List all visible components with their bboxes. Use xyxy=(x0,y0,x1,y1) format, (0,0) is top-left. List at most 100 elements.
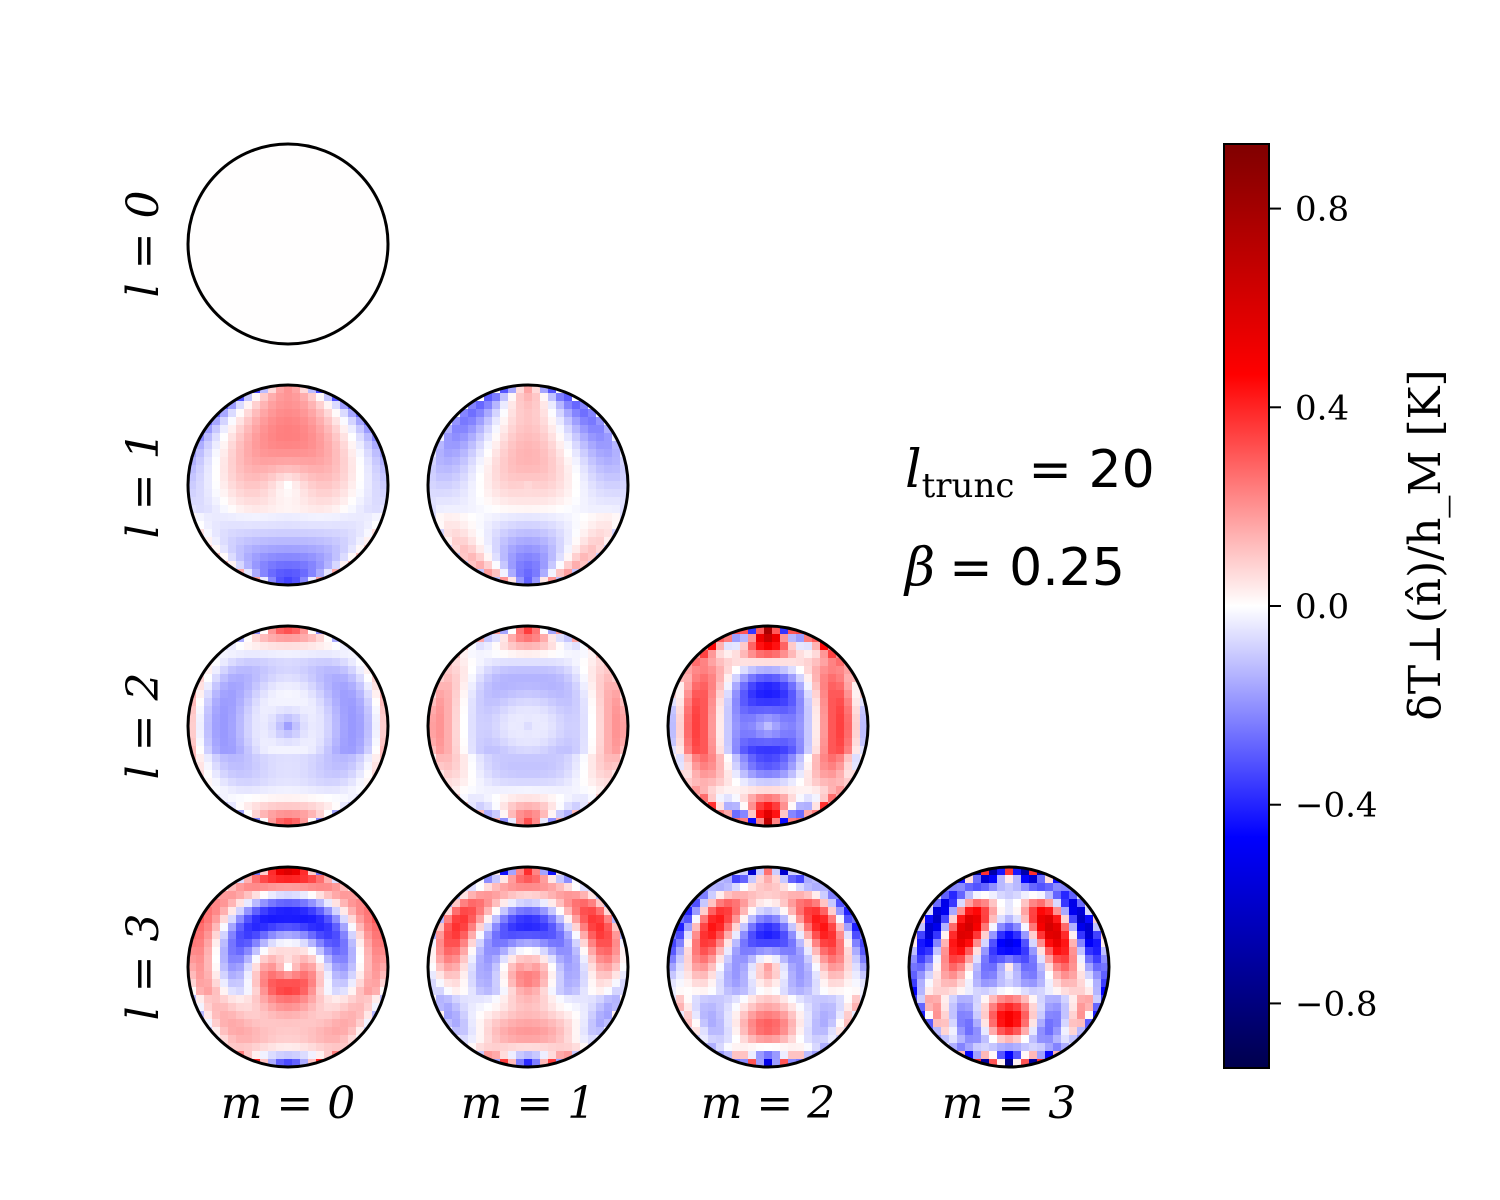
pixel-cell xyxy=(252,963,261,972)
pixel-cell xyxy=(228,280,237,289)
pixel-cell xyxy=(372,208,381,217)
pixel-cell xyxy=(540,955,549,964)
pixel-cell xyxy=(348,537,357,546)
pixel-cell xyxy=(244,778,253,787)
pixel-cell xyxy=(252,264,261,273)
pixel-cell xyxy=(820,1019,829,1028)
pixel-cell xyxy=(308,425,317,434)
pixel-cell xyxy=(284,232,293,241)
pixel-cell xyxy=(308,971,317,980)
pixel-cell xyxy=(580,1011,589,1020)
pixel-cell xyxy=(468,746,477,755)
pixel-cell xyxy=(933,931,942,940)
pixel-cell xyxy=(364,722,373,731)
pixel-cell xyxy=(484,979,493,988)
pixel-cell xyxy=(772,867,781,876)
pixel-cell xyxy=(676,923,685,932)
pixel-cell xyxy=(204,433,213,442)
pixel-cell xyxy=(580,979,589,988)
pixel-cell xyxy=(316,529,325,538)
pixel-cell xyxy=(708,762,717,771)
pixel-cell xyxy=(196,979,205,988)
pixel-cell xyxy=(252,248,261,257)
pixel-cell xyxy=(476,963,485,972)
pixel-cell xyxy=(564,722,573,731)
pixel-cell xyxy=(244,320,253,329)
pixel-cell xyxy=(300,642,309,651)
pixel-cell xyxy=(604,947,613,956)
pixel-cell xyxy=(372,690,381,699)
pixel-cell xyxy=(316,1051,325,1060)
pixel-cell xyxy=(300,224,309,233)
pixel-cell xyxy=(244,883,253,892)
pixel-cell xyxy=(252,915,261,924)
pixel-cell xyxy=(268,248,277,257)
pixel-cell xyxy=(476,754,485,763)
pixel-cell xyxy=(332,457,341,466)
pixel-cell xyxy=(580,642,589,651)
pixel-cell xyxy=(524,706,533,715)
pixel-cell xyxy=(572,473,581,482)
pixel-cell xyxy=(436,706,445,715)
pixel-cell xyxy=(220,457,229,466)
pixel-cell xyxy=(300,867,309,876)
pixel-cell xyxy=(292,288,301,297)
pixel-cell xyxy=(444,722,453,731)
pixel-cell xyxy=(244,272,253,281)
pixel-cell xyxy=(372,248,381,257)
pixel-cell xyxy=(300,931,309,940)
pixel-cell xyxy=(460,714,469,723)
pixel-cell xyxy=(244,505,253,514)
pixel-cell xyxy=(460,690,469,699)
pixel-cell xyxy=(756,666,765,675)
pixel-cell xyxy=(580,971,589,980)
pixel-cell xyxy=(228,650,237,659)
pixel-cell xyxy=(228,1011,237,1020)
pixel-cell xyxy=(284,899,293,908)
pixel-cell xyxy=(308,939,317,948)
sphere-panels xyxy=(186,142,1111,1069)
pixel-cell xyxy=(732,995,741,1004)
pixel-cell xyxy=(788,915,797,924)
pixel-cell xyxy=(324,192,333,201)
pixel-cell xyxy=(812,1019,821,1028)
pixel-cell xyxy=(260,915,269,924)
pixel-cell xyxy=(220,288,229,297)
pixel-cell xyxy=(708,1011,717,1020)
pixel-cell xyxy=(316,690,325,699)
pixel-cell xyxy=(324,216,333,225)
pixel-cell xyxy=(308,224,317,233)
pixel-cell xyxy=(564,770,573,779)
pixel-cell xyxy=(300,497,309,506)
pixel-cell xyxy=(244,1043,253,1052)
pixel-cell xyxy=(804,674,813,683)
pixel-cell xyxy=(244,481,253,490)
pixel-cell xyxy=(468,505,477,514)
pixel-cell xyxy=(732,658,741,667)
pixel-cell xyxy=(556,650,565,659)
pixel-cell xyxy=(300,762,309,771)
pixel-cell xyxy=(692,778,701,787)
pixel-cell xyxy=(204,497,213,506)
pixel-cell xyxy=(588,1035,597,1044)
pixel-cell xyxy=(700,915,709,924)
pixel-cell xyxy=(212,770,221,779)
pixel-cell xyxy=(324,152,333,161)
pixel-cell xyxy=(548,1051,557,1060)
pixel-cell xyxy=(484,1043,493,1052)
pixel-cell xyxy=(348,513,357,522)
pixel-cell xyxy=(348,995,357,1004)
pixel-cell xyxy=(668,963,677,972)
pixel-cell xyxy=(372,465,381,474)
pixel-cell xyxy=(340,722,349,731)
pixel-cell xyxy=(460,1027,469,1036)
pixel-cell xyxy=(732,1019,741,1028)
pixel-cell xyxy=(204,939,213,948)
pixel-cell xyxy=(268,626,277,635)
pixel-cell xyxy=(252,891,261,900)
pixel-cell xyxy=(796,690,805,699)
pixel-cell xyxy=(933,915,942,924)
pixel-cell xyxy=(852,939,861,948)
pixel-cell xyxy=(676,730,685,739)
pixel-cell xyxy=(740,1011,749,1020)
